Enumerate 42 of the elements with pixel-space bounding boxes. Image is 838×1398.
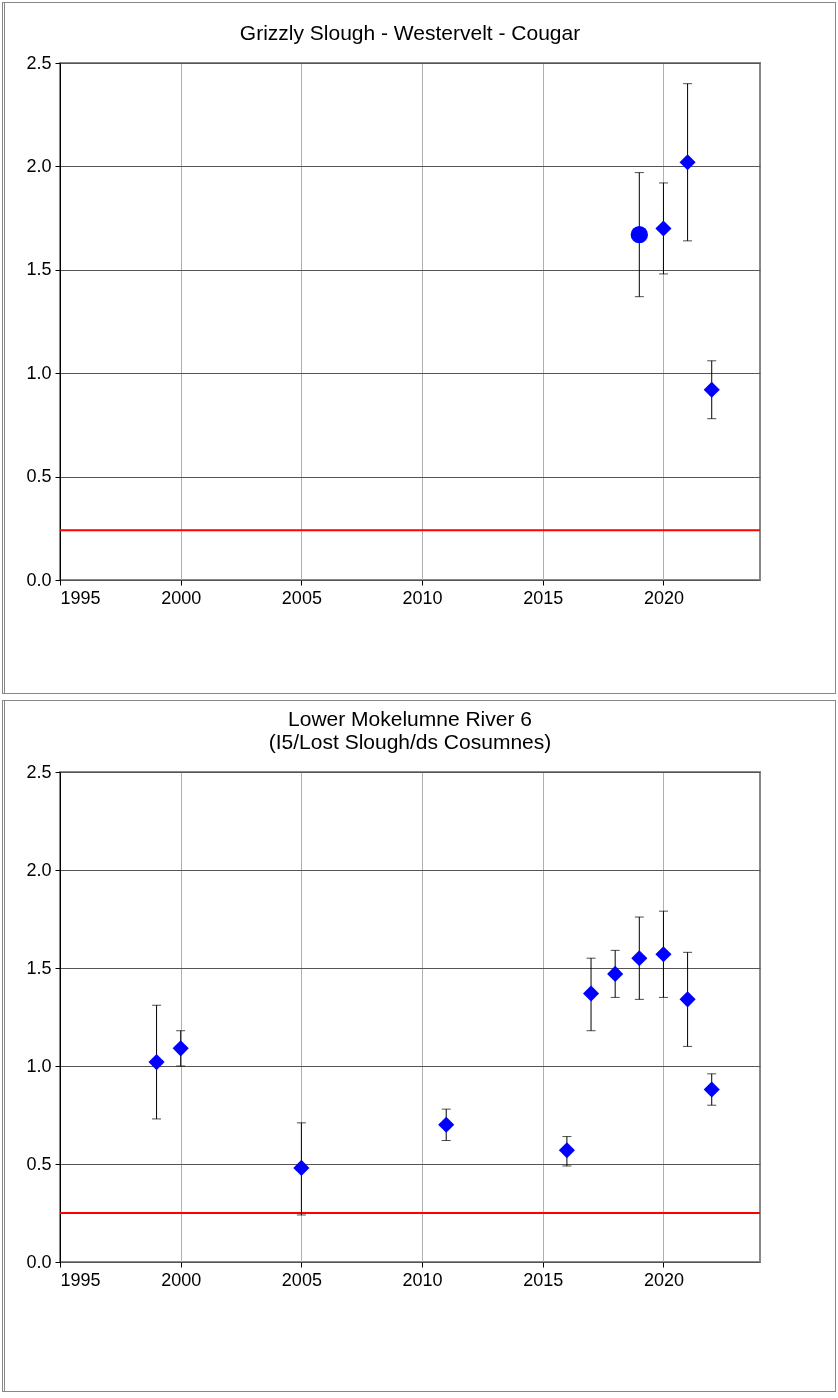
point xyxy=(172,1040,189,1057)
point xyxy=(558,1142,575,1159)
point xyxy=(679,991,696,1008)
y-tick-label: 2.0 xyxy=(26,155,52,176)
y-tick-label: 0.5 xyxy=(26,1153,52,1174)
chart-title: Grizzly Slough - Westervelt - Cougar xyxy=(239,21,581,44)
y-tick-label: 0.5 xyxy=(26,466,52,487)
x-tick-label: 2015 xyxy=(523,1269,564,1290)
point xyxy=(655,220,672,237)
point xyxy=(438,1116,455,1133)
point xyxy=(631,950,648,967)
y-tick-label: 2.5 xyxy=(26,52,52,73)
x-tick-label: 2020 xyxy=(643,1269,684,1290)
x-tick-label: 2005 xyxy=(281,587,322,608)
x-tick-label: 2010 xyxy=(402,1269,443,1290)
x-tick-label: 2020 xyxy=(643,587,684,608)
point xyxy=(293,1159,310,1176)
x-tick-label: 2010 xyxy=(402,587,443,608)
y-tick-label: 1.0 xyxy=(26,362,52,383)
y-tick-label: 1.5 xyxy=(26,259,52,280)
chart-subtitle: (I5/Lost Slough/ds Cosumnes) xyxy=(268,730,552,753)
x-tick-label: 1995 xyxy=(60,587,101,608)
point xyxy=(148,1054,165,1071)
y-tick-label: 2.5 xyxy=(26,761,52,782)
y-tick-label: 0.0 xyxy=(26,1251,52,1272)
point xyxy=(607,965,624,982)
point xyxy=(703,381,720,398)
x-tick-label: 2015 xyxy=(523,587,564,608)
y-tick-label: 1.0 xyxy=(26,1055,52,1076)
x-tick-label: 2000 xyxy=(161,587,202,608)
chart-title: Lower Mokelumne River 6 xyxy=(288,707,532,730)
y-tick-label: 0.0 xyxy=(26,569,52,590)
y-tick-label: 2.0 xyxy=(26,859,52,880)
x-tick-label: 2005 xyxy=(281,1269,322,1290)
y-tick-label: 1.5 xyxy=(26,957,52,978)
point xyxy=(582,985,600,1002)
point xyxy=(655,946,672,963)
point xyxy=(630,226,648,244)
point xyxy=(679,154,696,171)
point xyxy=(703,1081,720,1098)
x-tick-label: 1995 xyxy=(60,1269,101,1290)
x-tick-label: 2000 xyxy=(161,1269,202,1290)
